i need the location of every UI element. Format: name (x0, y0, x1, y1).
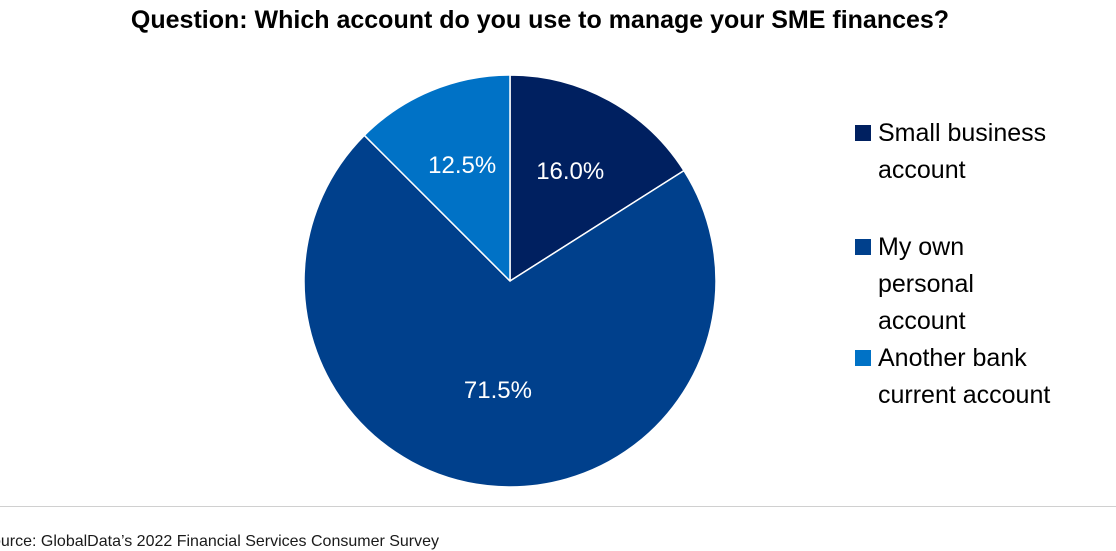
data-label-another-bank: 12.5% (428, 152, 496, 179)
legend-label-line: account (878, 307, 966, 335)
legend-swatch-another-bank (855, 350, 871, 366)
legend-label-line: current account (878, 381, 1051, 409)
chart-title: Question: Which account do you use to ma… (130, 6, 950, 34)
legend-label-line: Small business (878, 119, 1047, 147)
pie-slice-another-bank (363, 74, 511, 282)
legend-label-line: Another bank (878, 344, 1027, 372)
footer-divider (0, 506, 1116, 507)
chart-legend: Small business account My own personal a… (855, 115, 1110, 414)
legend-label-line: My own (878, 233, 965, 261)
legend-label-line: personal (878, 270, 974, 298)
legend-item-personal: My own personal account (855, 229, 1110, 340)
pie-slice-personal (303, 134, 717, 488)
data-label-small-business: 16.0% (536, 158, 604, 185)
legend-swatch-small-business (855, 125, 871, 141)
pie-slice-small-business (509, 74, 685, 282)
legend-swatch-personal (855, 239, 871, 255)
legend-label-line: account (878, 156, 966, 184)
source-note: ource: GlobalData’s 2022 Financial Servi… (0, 533, 440, 550)
legend-item-another-bank: Another bank current account (855, 340, 1110, 414)
legend-item-small-business: Small business account (855, 115, 1110, 189)
data-label-personal: 71.5% (464, 377, 532, 404)
